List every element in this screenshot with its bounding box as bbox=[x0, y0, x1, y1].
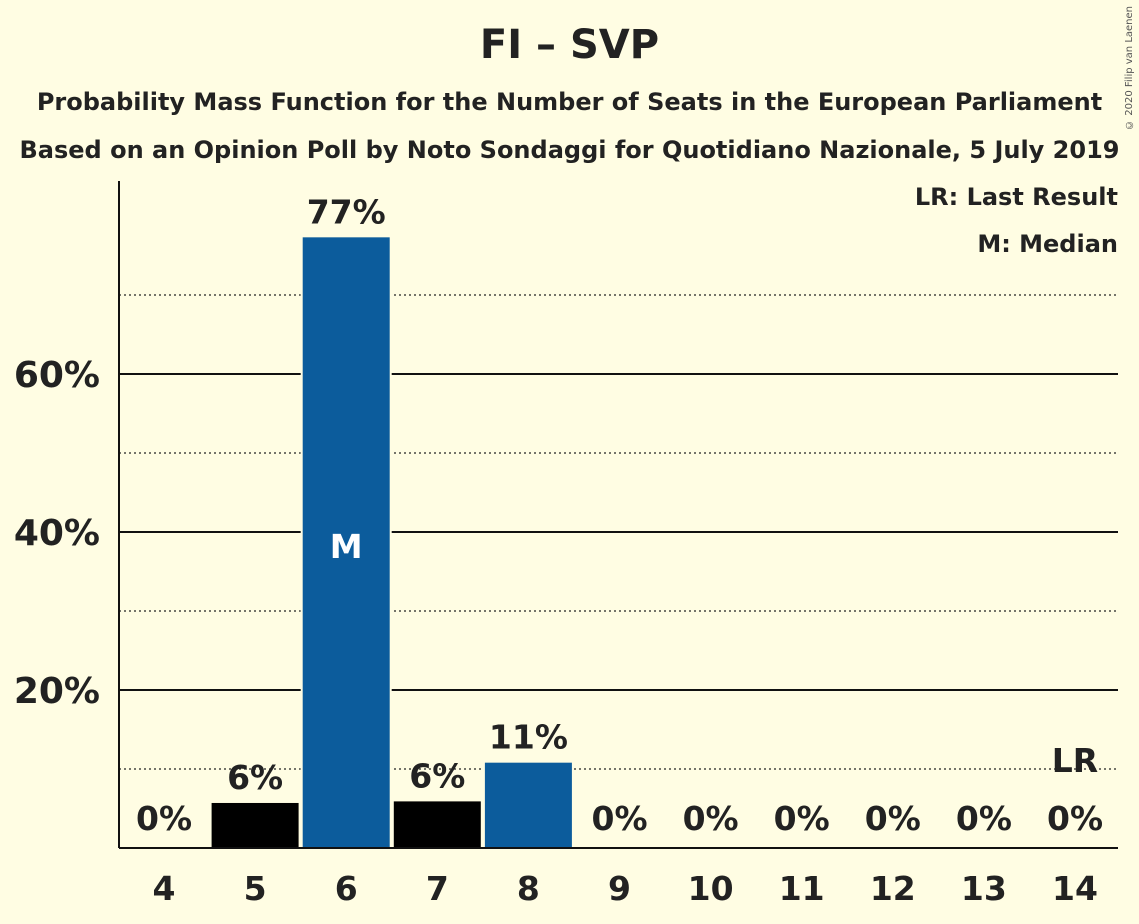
data-label: 0% bbox=[1047, 799, 1103, 838]
data-label: 11% bbox=[489, 718, 568, 757]
median-marker: M bbox=[330, 527, 363, 566]
x-tick-label: 10 bbox=[688, 869, 734, 908]
data-label: 0% bbox=[683, 799, 739, 838]
y-tick-label: 20% bbox=[14, 671, 100, 712]
bar-8 bbox=[484, 762, 572, 848]
chart-subtitle-1: Probability Mass Function for the Number… bbox=[36, 88, 1103, 116]
data-label: 0% bbox=[136, 799, 192, 838]
data-label: 6% bbox=[227, 758, 283, 797]
x-tick-label: 6 bbox=[335, 869, 358, 908]
data-label: 0% bbox=[865, 799, 921, 838]
bar-7 bbox=[393, 801, 481, 848]
bar-6 bbox=[302, 237, 390, 848]
data-label: 0% bbox=[774, 799, 830, 838]
last-result-marker: LR bbox=[1052, 741, 1098, 780]
x-tick-label: 5 bbox=[244, 869, 267, 908]
y-tick-label: 40% bbox=[14, 513, 100, 554]
chart-subtitle-2: Based on an Opinion Poll by Noto Sondagg… bbox=[19, 136, 1120, 164]
x-tick-label: 13 bbox=[961, 869, 1007, 908]
data-label: 0% bbox=[956, 799, 1012, 838]
chart-title: FI – SVP bbox=[479, 22, 660, 68]
legend-last-result: LR: Last Result bbox=[914, 183, 1118, 211]
y-tick-label: 60% bbox=[14, 355, 100, 396]
data-label: 77% bbox=[307, 192, 386, 231]
bar-5 bbox=[211, 802, 299, 848]
x-tick-label: 7 bbox=[426, 869, 449, 908]
x-tick-label: 12 bbox=[870, 869, 916, 908]
x-tick-label: 11 bbox=[779, 869, 825, 908]
x-tick-label: 14 bbox=[1052, 869, 1098, 908]
legend-median: M: Median bbox=[977, 230, 1118, 258]
x-tick-label: 4 bbox=[153, 869, 176, 908]
data-label: 6% bbox=[409, 756, 465, 795]
data-label: 0% bbox=[591, 799, 647, 838]
x-tick-label: 9 bbox=[608, 869, 631, 908]
x-tick-label: 8 bbox=[517, 869, 540, 908]
